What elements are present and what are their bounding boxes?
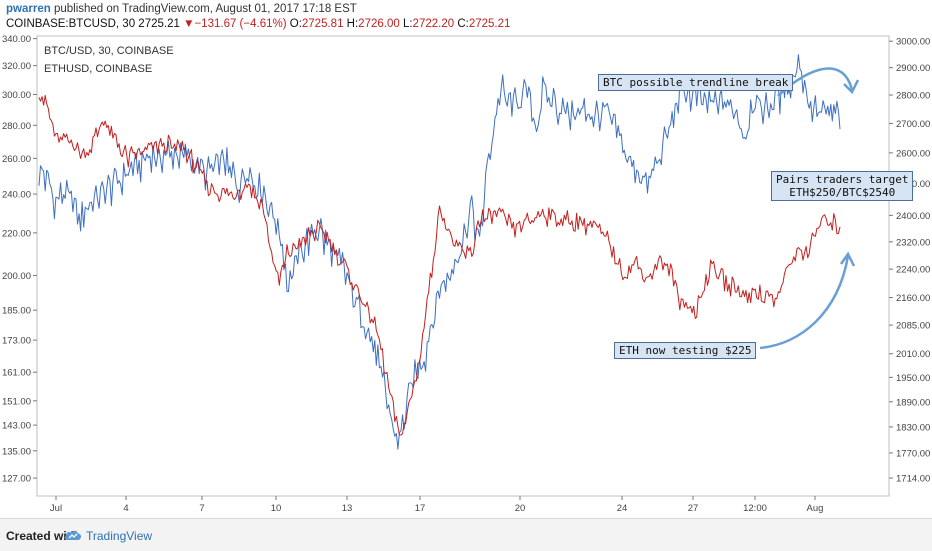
annotation-pairs-target-line2: ETH$250/BTC$2540 <box>789 186 896 199</box>
price-change: −131.67 (−4.61%) <box>194 18 287 30</box>
ohlc-line: COINBASE:BTCUSD, 30 2725.21 ▼−131.67 (−4… <box>6 18 510 30</box>
low-label: L: <box>402 18 413 30</box>
right-axis-tick-label: 2160.00 <box>896 293 930 304</box>
legend-btc: BTC/USD, 30, COINBASE <box>44 45 174 57</box>
high-label: H: <box>346 18 359 30</box>
x-axis-tick-label: 13 <box>342 503 353 514</box>
annotation-eth-testing[interactable]: ETH now testing $225 <box>614 342 757 359</box>
x-axis-tick-label: 10 <box>271 503 282 514</box>
right-axis-tick-label: 1830.00 <box>896 422 930 433</box>
plot-frame <box>36 35 890 497</box>
right-axis-tick-label: 3000.00 <box>896 37 930 48</box>
left-axis-tick-label: 320.00 <box>2 61 31 72</box>
x-axis-tick-label: 27 <box>688 503 699 514</box>
publish-info: pwarren published on TradingView.com, Au… <box>6 3 357 15</box>
x-axis-tick-label: 12:00 <box>743 503 767 514</box>
open-label: O: <box>289 18 302 30</box>
right-axis-tick-label: 2240.00 <box>896 265 930 276</box>
right-axis-tick-label: 1890.00 <box>896 397 930 408</box>
close-label: C: <box>457 18 469 30</box>
high-value: 2726.00 <box>358 18 400 30</box>
eth-series-line <box>38 95 841 436</box>
x-axis-tick-label: 4 <box>123 503 128 514</box>
left-axis-tick-label: 135.00 <box>2 446 31 457</box>
right-axis-tick-label: 1714.00 <box>896 474 930 485</box>
right-axis-tick-label: 2800.00 <box>896 91 930 102</box>
symbol-interval: COINBASE:BTCUSD, 30 <box>6 18 136 30</box>
left-axis-tick-label: 151.00 <box>2 396 31 407</box>
right-axis-tick-label: 1950.00 <box>896 373 930 384</box>
right-axis-tick-label: 2900.00 <box>896 63 930 74</box>
left-axis-tick-label: 143.00 <box>2 421 31 432</box>
annotation-pairs-target-line1: Pairs traders target <box>776 173 909 186</box>
btc-series-line <box>38 54 841 450</box>
annotation-btc-trendline[interactable]: BTC possible trendline break <box>598 74 794 91</box>
change-arrow-icon: ▼ <box>183 18 195 30</box>
left-axis-tick-label: 161.00 <box>2 368 31 379</box>
x-axis-tick-label: Jul <box>50 503 62 514</box>
left-axis-tick-label: 185.00 <box>2 306 31 317</box>
x-axis-tick-label: 7 <box>199 503 204 514</box>
annotation-pairs-target[interactable]: Pairs traders target ETH$250/BTC$2540 <box>771 171 914 201</box>
x-axis-tick-label: 20 <box>515 503 526 514</box>
x-axis-tick-label: 24 <box>617 503 628 514</box>
lower-curved-arrow <box>759 255 850 350</box>
upper-arrow-head <box>843 79 860 95</box>
legend-eth: ETHUSD, COINBASE <box>44 63 152 75</box>
right-axis-tick-label: 2010.00 <box>896 349 930 360</box>
footer-bar: Created with TradingView <box>0 518 932 551</box>
right-axis-tick-label: 2320.00 <box>896 237 930 248</box>
right-axis-tick-label: 2400.00 <box>896 211 930 222</box>
author-link[interactable]: pwarren <box>6 3 51 15</box>
right-axis-tick-label: 2700.00 <box>896 119 930 130</box>
left-axis-tick-label: 280.00 <box>2 121 31 132</box>
right-axis-tick-label: 1770.00 <box>896 448 930 459</box>
created-with-text: Created with <box>6 529 79 543</box>
left-axis-tick-label: 173.00 <box>2 336 31 347</box>
right-axis-tick-label: 2085.00 <box>896 321 930 332</box>
left-axis-tick-label: 200.00 <box>2 271 31 282</box>
low-value: 2722.20 <box>412 18 455 30</box>
left-axis-tick-label: 240.00 <box>2 190 31 201</box>
tradingview-brand[interactable]: TradingView <box>86 529 153 543</box>
tradingview-cloud-icon <box>64 530 82 540</box>
left-axis-tick-label: 127.00 <box>2 474 31 485</box>
x-axis-tick-label: Aug <box>807 503 824 514</box>
price-chart[interactable]: 340.00 320.00 300.00 280.00 260.00 240.00 220.… <box>0 34 932 518</box>
last-price: 2725.21 <box>138 18 180 30</box>
x-axis-tick-label: 17 <box>415 503 426 514</box>
right-axis-tick-label: 2600.00 <box>896 148 930 159</box>
left-axis-tick-label: 300.00 <box>2 90 31 101</box>
published-text: published on TradingView.com, August 01,… <box>53 3 357 15</box>
chart-header: pwarren published on TradingView.com, Au… <box>0 0 932 34</box>
left-axis-tick-label: 340.00 <box>2 34 31 45</box>
open-value: 2725.81 <box>301 18 344 30</box>
close-value: 2725.21 <box>468 18 511 30</box>
left-axis-tick-label: 260.00 <box>2 154 31 165</box>
left-axis-tick-label: 220.00 <box>2 228 31 239</box>
lower-arrow-head <box>839 251 856 267</box>
